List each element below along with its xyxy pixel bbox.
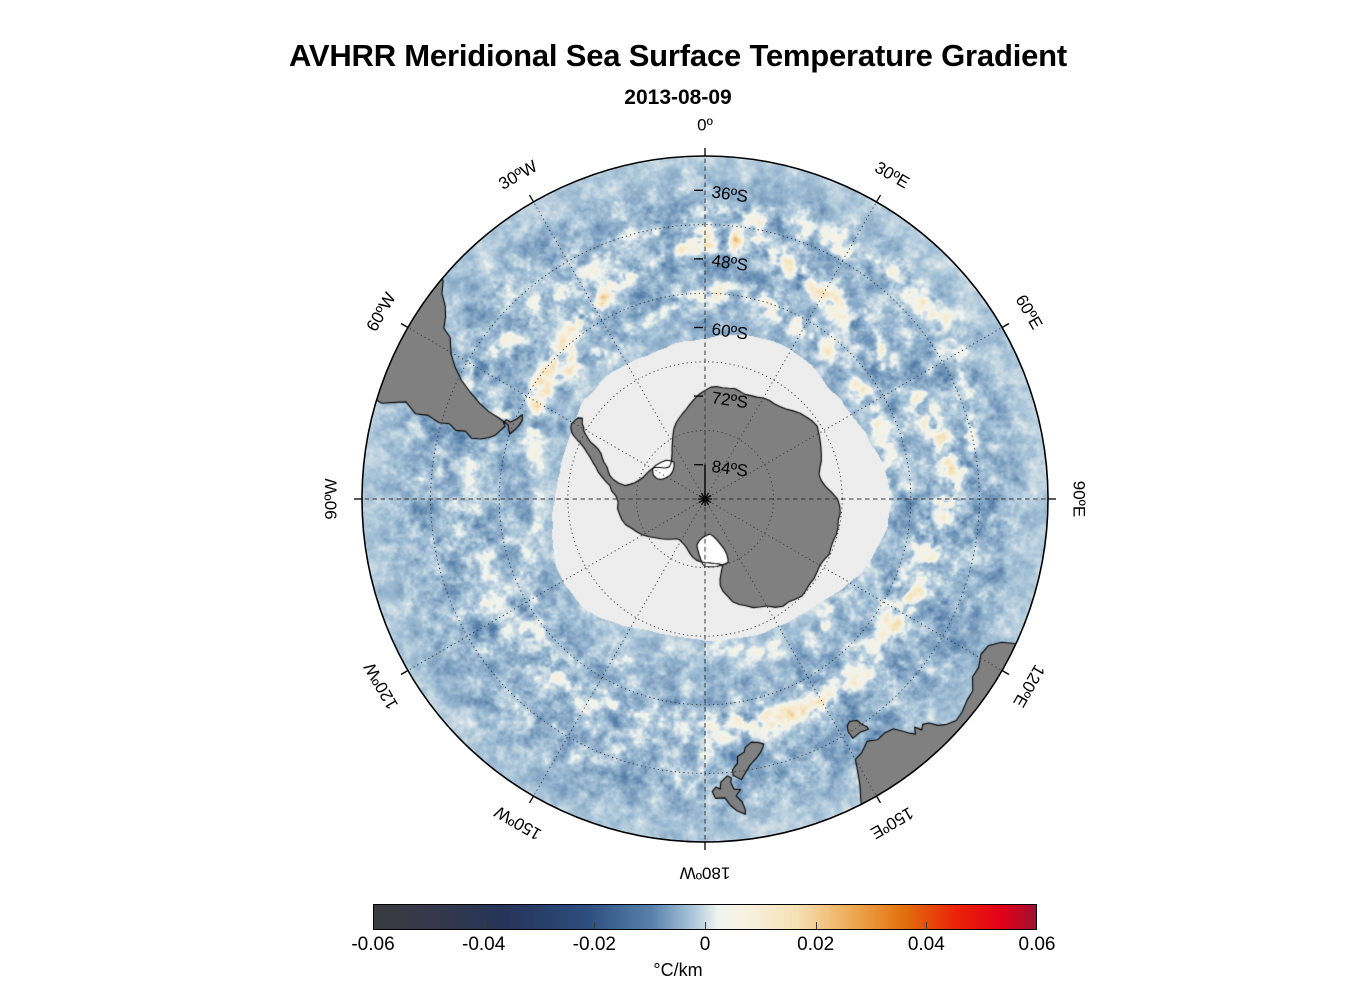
latitude-circle: [498, 292, 912, 706]
colorbar-tick-label: -0.04: [462, 934, 506, 955]
longitude-tick: [400, 669, 409, 676]
latitude-circle: [635, 429, 775, 569]
pole-ray: [704, 494, 712, 500]
longitude-label: 180ºW: [680, 864, 731, 883]
latitude-label: 36ºS: [710, 182, 749, 206]
meridian-line: [407, 327, 706, 500]
meridian-line: [704, 498, 1003, 671]
longitude-tick: [875, 194, 882, 203]
longitude-tick: [528, 194, 535, 203]
meridian-line: [533, 201, 706, 500]
map-overlay: 0º 30ºE 60ºE 90ºE 120ºE 150ºE 180ºW 150ºW 120ºW 9…: [321, 115, 1088, 882]
longitude-label: 90ºW: [321, 478, 340, 519]
latitude-labels: 84ºS 72ºS 60ºS 48ºS 36ºS: [694, 182, 749, 481]
longitude-tick: [1001, 669, 1010, 676]
graticule: [362, 156, 1048, 842]
longitude-tick: [875, 795, 882, 804]
colorbar-tick-label: 0: [699, 934, 711, 955]
polar-map: 0º 30ºE 60ºE 90ºE 120ºE 150ºE 180ºW 150ºW 120ºW 9…: [321, 115, 1088, 882]
colorbar-tick-labels: -0.06 -0.04 -0.02 0 0.02 0.04 0.06: [351, 934, 1055, 958]
page-title: AVHRR Meridional Sea Surface Temperature…: [288, 38, 1068, 73]
longitude-label: 120ºW: [360, 659, 402, 712]
colorbar: -0.06 -0.04 -0.02 0 0.02 0.04 0.06 °C/km: [0, 896, 1356, 996]
colorbar-tick-label: 0.06: [1018, 934, 1056, 955]
pole-marker: [698, 492, 712, 506]
longitude-label: 120ºE: [1009, 661, 1048, 710]
longitude-label: 60ºE: [1012, 291, 1047, 332]
longitude-label: 90ºE: [1070, 481, 1089, 517]
latitude-label: 48ºS: [710, 251, 749, 275]
colorbar-tick-label: -0.02: [572, 934, 616, 955]
meridian-line: [704, 327, 1003, 500]
longitude-tick: [400, 322, 409, 329]
meridian-line: [704, 201, 877, 500]
longitude-label: 150ºE: [867, 803, 916, 842]
longitude-label: 150ºW: [491, 802, 544, 844]
longitude-label: 30ºE: [871, 158, 912, 193]
longitude-tick: [1001, 322, 1010, 329]
colorbar-tick-label: -0.06: [351, 934, 395, 955]
figure-subtitle: 2013-08-09: [624, 86, 732, 109]
meridian-line: [533, 498, 706, 797]
colorbar-tick-label: 0.02: [797, 934, 835, 955]
longitude-tick: [528, 795, 535, 804]
latitude-label: 84ºS: [710, 457, 749, 481]
longitude-label: 0º: [697, 115, 713, 134]
latitude-label: 72ºS: [710, 388, 749, 412]
longitude-label: 60ºW: [363, 289, 400, 334]
latitude-label: 60ºS: [710, 320, 749, 344]
colorbar-gradient: [373, 904, 1037, 930]
colorbar-unit-label: °C/km: [653, 960, 703, 980]
meridian-line: [704, 498, 877, 797]
colorbar-tick-label: 0.04: [907, 934, 945, 955]
meridian-line: [407, 498, 706, 671]
longitude-label: 30ºW: [495, 157, 540, 194]
